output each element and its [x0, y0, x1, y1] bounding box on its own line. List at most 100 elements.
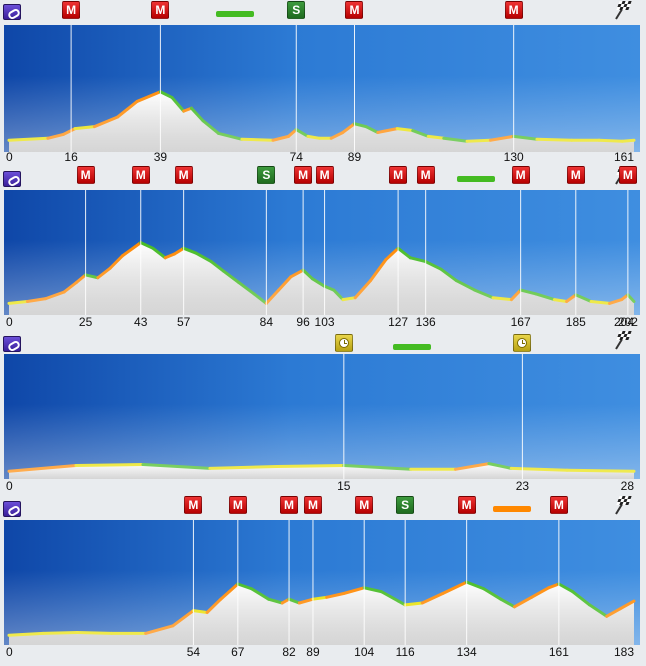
profile-edge-segment: [236, 582, 253, 591]
flag-square: [625, 7, 630, 10]
profile-edge-segment: [74, 463, 145, 467]
profile-edge-segment: [252, 292, 268, 305]
elevation-area: [9, 463, 634, 479]
climb-marker[interactable]: M: [131, 166, 150, 184]
profile-edge-segment: [61, 127, 77, 136]
profile-edge-segment: [208, 464, 279, 470]
x-tick-label: 67: [231, 645, 245, 659]
climb-marker[interactable]: M: [76, 166, 95, 184]
climb-marker[interactable]: M: [457, 496, 476, 514]
flag-square: [626, 499, 631, 502]
profile-edge-segment: [384, 246, 400, 262]
sprint-marker[interactable]: S: [287, 1, 306, 19]
profile-edge-segment: [297, 597, 315, 605]
time-check-icon[interactable]: [513, 334, 532, 352]
climb-marker[interactable]: M: [355, 496, 374, 514]
x-tick-label: 116: [395, 645, 415, 659]
profile-edge-segment: [342, 464, 413, 471]
flag-square: [617, 499, 622, 502]
profile-edge-segment: [589, 300, 611, 305]
climb-marker[interactable]: M: [280, 496, 299, 514]
x-tick-label: 16: [64, 150, 78, 164]
sprint-bar-icon: [456, 176, 495, 182]
profile-edge-segment: [194, 251, 213, 264]
climb-marker[interactable]: M: [174, 166, 193, 184]
profile-edge-segment: [25, 297, 48, 303]
profile-edge-segment: [442, 136, 469, 143]
profile-edge-segment: [294, 128, 310, 138]
profile-edge-segment: [607, 298, 624, 305]
flag-square: [623, 499, 628, 502]
flag-square: [620, 4, 625, 7]
climb-marker[interactable]: M: [566, 166, 585, 184]
climb-marker[interactable]: M: [389, 166, 408, 184]
profile-edge-segment: [301, 268, 314, 281]
profile-edge-segment: [264, 288, 281, 305]
climb-marker[interactable]: M: [151, 1, 170, 19]
climb-marker[interactable]: M: [549, 496, 568, 514]
checkered-flag-icon: [615, 496, 632, 515]
elevation-area: [9, 242, 634, 315]
clock-hand: [522, 340, 524, 344]
profile-edge-segment: [396, 246, 412, 260]
profile-edge-segment: [189, 106, 205, 123]
profile-edge-segment: [535, 137, 574, 142]
checkered-flag-icon: [615, 331, 632, 350]
climb-marker[interactable]: M: [294, 166, 313, 184]
climb-marker[interactable]: M: [511, 166, 530, 184]
profile-edge-segment: [116, 99, 139, 119]
profile-edge-segment: [411, 129, 430, 138]
start-icon: [3, 171, 21, 187]
x-tick-label: 57: [176, 315, 191, 329]
flag-square: [624, 1, 629, 4]
climb-marker[interactable]: M: [228, 496, 247, 514]
x-tick-label: 74: [289, 150, 303, 164]
profile-edge-segment: [201, 119, 221, 135]
flag-square: [621, 496, 626, 499]
profile-edge-segment: [41, 630, 79, 635]
x-tick-label: 130: [503, 150, 524, 164]
flag-square: [621, 331, 626, 334]
profile-edge-segment: [509, 466, 569, 472]
flag-square: [625, 502, 630, 505]
climb-marker[interactable]: M: [62, 1, 81, 19]
x-tick-label: 39: [153, 150, 168, 164]
sprint-bar-icon: [216, 11, 255, 17]
flag-square: [619, 337, 624, 340]
profile-edge-segment: [426, 134, 446, 140]
profile-edge-segment: [237, 281, 256, 296]
profile-edge-segment: [287, 597, 301, 605]
flag-square: [624, 496, 629, 499]
climb-marker[interactable]: M: [345, 1, 364, 19]
profile-edge-segment: [141, 463, 212, 470]
sprint-marker[interactable]: S: [257, 166, 276, 184]
x-tick-label: 0: [6, 315, 13, 329]
climb-marker[interactable]: M: [504, 1, 523, 19]
clock-hand: [343, 340, 345, 344]
profile-edge-segment: [73, 125, 96, 131]
x-tick-label: 104: [354, 645, 375, 659]
sprint-marker[interactable]: S: [396, 496, 415, 514]
climb-marker[interactable]: M: [315, 166, 334, 184]
profile-edge-segment: [441, 580, 469, 595]
x-tick-label: 204: [613, 315, 634, 329]
x-tick-label: 15: [337, 479, 351, 493]
climb-marker[interactable]: M: [416, 166, 435, 184]
profile-edge-segment: [512, 134, 539, 141]
profile-edge-segment: [547, 582, 561, 590]
profile-edge-segment: [439, 267, 458, 283]
x-tick-label: 0: [6, 479, 13, 493]
profile-edge-segment: [574, 293, 593, 303]
profile-edge-segment: [509, 288, 523, 302]
profile-edge-segment: [221, 269, 241, 284]
elevation-area: [9, 91, 634, 152]
flag-square: [619, 502, 624, 505]
time-check-icon[interactable]: [334, 334, 353, 352]
profile-svg: [7, 190, 636, 315]
climb-marker[interactable]: M: [303, 496, 322, 514]
climb-marker[interactable]: M: [184, 496, 203, 514]
flag-square: [627, 496, 632, 499]
climb-marker[interactable]: M: [618, 166, 637, 184]
profile-edge-segment: [376, 127, 399, 134]
flag-square: [621, 1, 626, 4]
